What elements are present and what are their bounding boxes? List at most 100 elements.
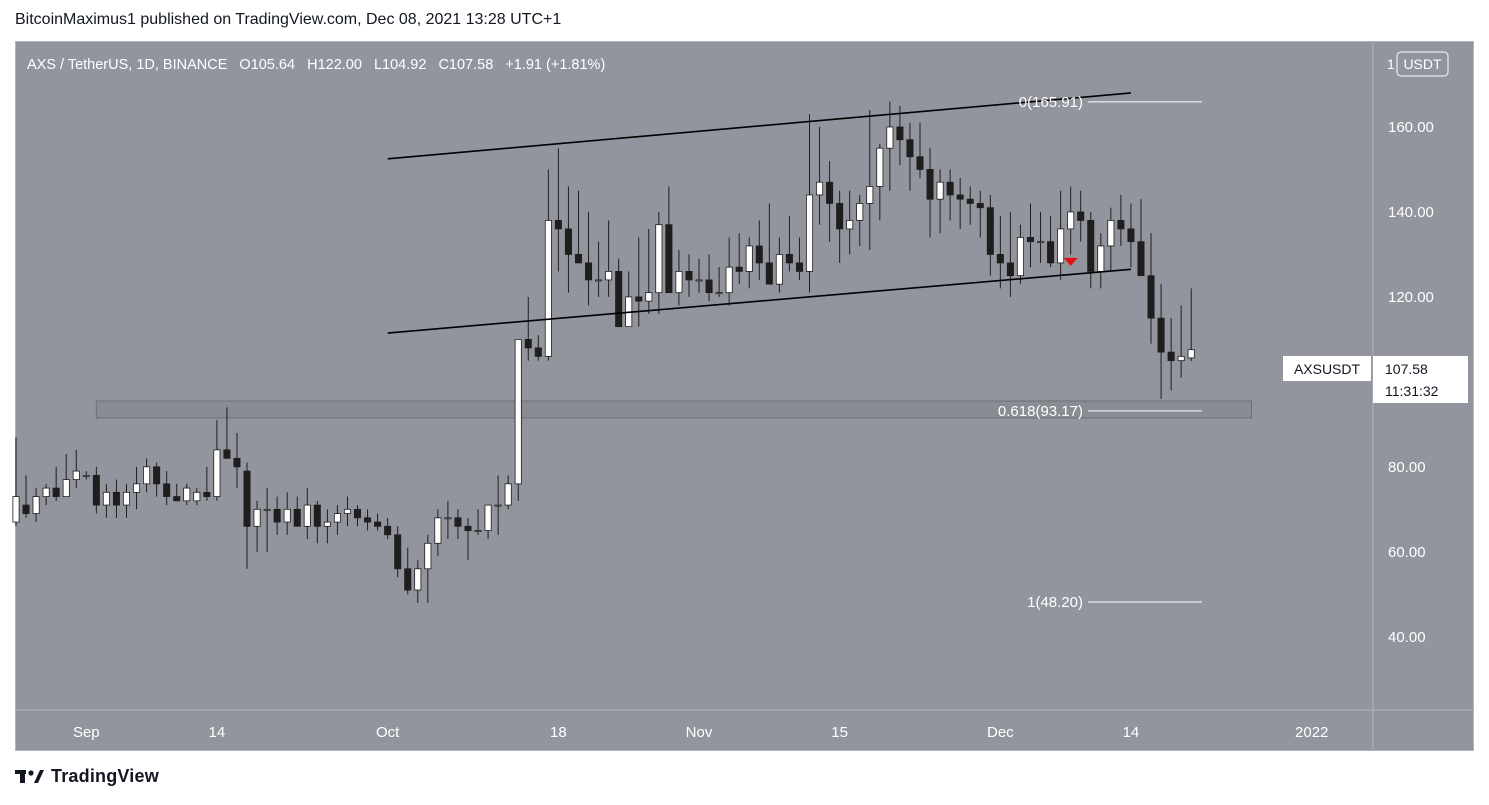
candle-down xyxy=(685,271,693,281)
candle-up xyxy=(876,147,884,187)
candle-up xyxy=(1067,211,1075,230)
candle-down xyxy=(1077,211,1085,221)
currency-badge-label: USDT xyxy=(1403,56,1442,72)
tradingview-logo-icon xyxy=(15,769,44,783)
candle-up xyxy=(675,271,683,294)
axes-layer: 40.0060.0080.00100.00120.00140.00160.00S… xyxy=(16,42,1473,750)
candle-down xyxy=(926,169,934,200)
candle-up xyxy=(745,245,753,272)
support-zone xyxy=(95,400,1252,419)
candle-up xyxy=(474,530,482,532)
candle-up xyxy=(1057,228,1065,264)
candle-down xyxy=(1087,220,1095,272)
legend-high-value: 122.00 xyxy=(318,57,362,73)
candle-down xyxy=(233,457,241,468)
candle-down xyxy=(795,262,803,272)
candle-down xyxy=(1006,262,1014,277)
candle-down xyxy=(203,491,211,497)
x-tick-label: 14 xyxy=(1123,724,1140,741)
legend-change: +1.91 (+1.81%) xyxy=(505,57,605,73)
candle-down xyxy=(976,203,984,209)
legend-low-label: L xyxy=(374,57,382,73)
legend-low-value: 104.92 xyxy=(382,57,426,73)
candle-up xyxy=(725,266,733,294)
candle-down xyxy=(1137,241,1145,277)
candle-up xyxy=(183,487,191,502)
candle-up xyxy=(263,508,271,511)
candle-up xyxy=(1107,220,1115,247)
last-price-label xyxy=(1373,356,1468,403)
candle-up xyxy=(816,181,824,196)
drawings-layer: 0(165.91) 0.618(93.17) 1(48.20) xyxy=(387,92,1202,611)
candle-up xyxy=(494,504,502,507)
candle-down xyxy=(574,254,583,264)
candle-down xyxy=(534,347,542,357)
candle-down xyxy=(554,220,562,230)
candle-down xyxy=(1127,228,1135,243)
candle-up xyxy=(213,449,221,497)
candle-down xyxy=(996,254,1004,264)
candle-up xyxy=(655,224,663,294)
candle-down xyxy=(946,181,954,196)
candle-up xyxy=(333,513,341,523)
candle-down xyxy=(665,224,673,294)
candle-up xyxy=(343,508,351,514)
candle-down xyxy=(223,449,231,459)
candle-up xyxy=(866,186,874,204)
candle-down xyxy=(755,245,763,264)
candle-down xyxy=(524,338,532,349)
channel-upper-line xyxy=(387,92,1132,160)
candle-up xyxy=(846,220,854,230)
x-tick-label: 14 xyxy=(209,724,226,741)
candle-up xyxy=(1016,237,1024,277)
candle-down xyxy=(615,271,623,328)
candle-up xyxy=(1097,245,1105,272)
fib-label: 1(48.20) xyxy=(1027,594,1083,611)
x-tick-label: 15 xyxy=(831,724,848,741)
candle-up xyxy=(514,338,522,485)
candle-up xyxy=(1187,349,1195,359)
candle-up xyxy=(283,508,291,523)
currency-badge[interactable] xyxy=(1396,51,1449,77)
candle-down xyxy=(785,254,793,264)
candle-down xyxy=(52,487,60,497)
candle-up xyxy=(1177,355,1185,362)
candles-layer xyxy=(12,101,1195,603)
candle-down xyxy=(1167,351,1175,362)
legend-close-label: C xyxy=(438,57,448,73)
candle-up xyxy=(303,504,311,527)
support-zone-layer xyxy=(95,400,1252,419)
chart-frame xyxy=(15,41,1474,751)
scale-mode-prefix: 1 xyxy=(1387,56,1395,72)
candle-down xyxy=(735,266,743,272)
x-tick-label: 2022 xyxy=(1295,724,1328,741)
legend-open-label: O xyxy=(239,57,250,73)
x-tick-label: Dec xyxy=(987,724,1014,741)
candle-down xyxy=(635,296,643,302)
candle-up xyxy=(775,254,783,285)
candle-down xyxy=(22,504,30,514)
candle-down xyxy=(273,508,281,523)
candle-down xyxy=(464,525,472,531)
candle-up xyxy=(605,271,613,281)
candle-down xyxy=(112,491,120,506)
candle-down xyxy=(293,508,301,527)
candle-up xyxy=(143,466,151,485)
legend-open-value: 105.64 xyxy=(251,57,295,73)
legend-high-label: H xyxy=(307,57,317,73)
footer: TradingView xyxy=(15,766,159,787)
candle-down xyxy=(353,508,362,519)
bar-countdown: 11:31:32 xyxy=(1385,383,1439,399)
candle-up xyxy=(82,474,90,477)
candle-down xyxy=(896,126,904,141)
candle-up xyxy=(645,292,653,302)
candle-down xyxy=(585,262,593,281)
candle-down xyxy=(916,156,924,170)
candle-up xyxy=(484,504,492,531)
candle-down xyxy=(92,474,100,506)
candle-down xyxy=(564,228,572,255)
y-tick-label: 80.00 xyxy=(1388,459,1426,476)
symbol-price-tag xyxy=(1283,356,1371,381)
candle-up xyxy=(253,508,261,527)
